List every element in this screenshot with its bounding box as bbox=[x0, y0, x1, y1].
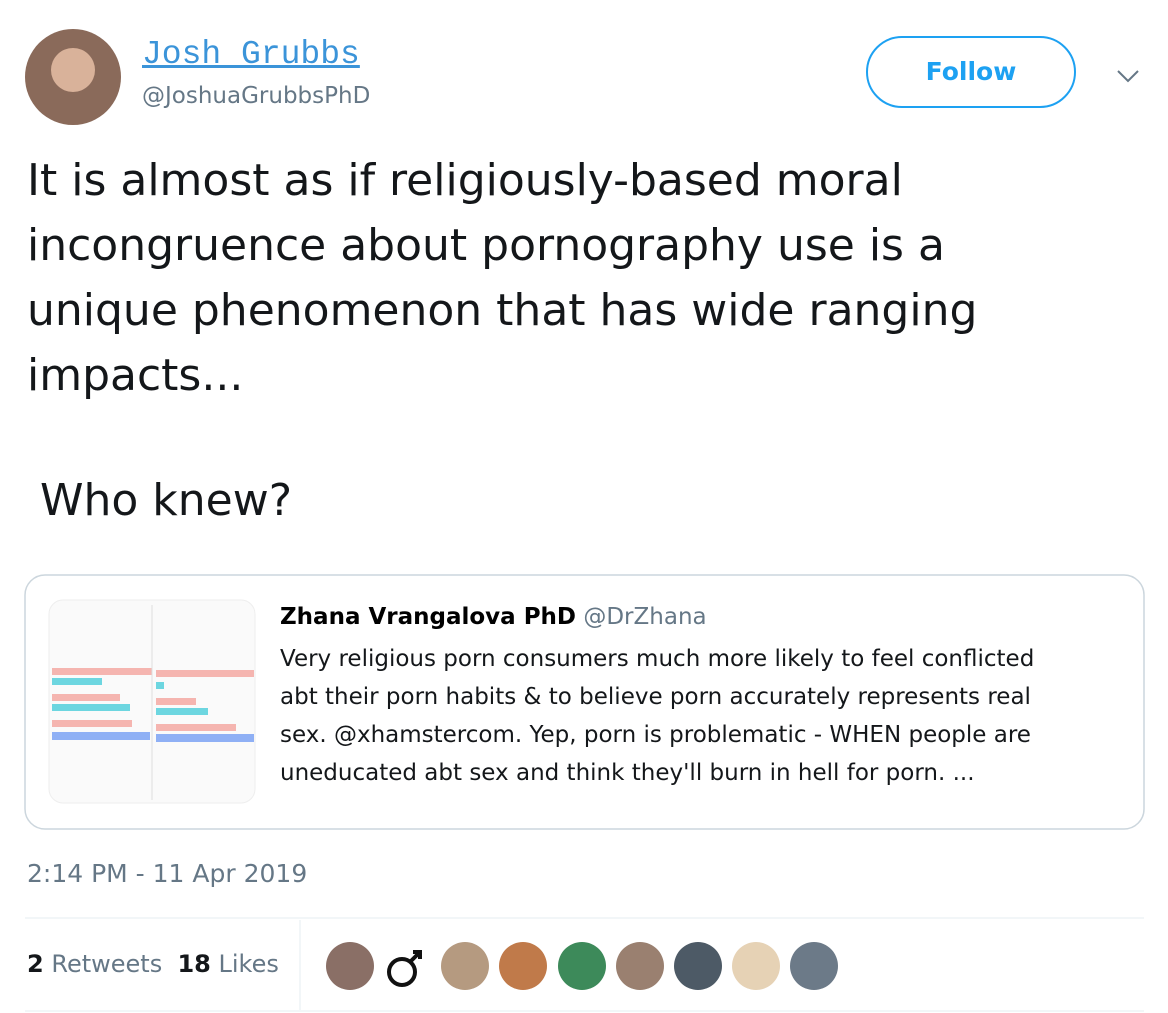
thumbnail-bars bbox=[52, 605, 254, 800]
quote-name: Zhana Vrangalova PhD bbox=[280, 604, 577, 630]
quote-line: sex. @xhamstercom. Yep, porn is problema… bbox=[280, 722, 1031, 748]
quote-line: uneducated abt sex and think they'll bur… bbox=[280, 760, 975, 786]
retweet-count[interactable]: 2 bbox=[27, 950, 44, 978]
tweet-line: unique phenomenon that has wide ranging bbox=[27, 285, 978, 336]
menu-chevron[interactable] bbox=[1117, 70, 1139, 83]
author-name[interactable]: Josh Grubbs bbox=[142, 36, 360, 73]
quote-box[interactable] bbox=[24, 574, 1145, 830]
timestamp[interactable]: 2:14 PM - 11 Apr 2019 bbox=[27, 859, 308, 888]
like-label[interactable]: Likes bbox=[218, 950, 279, 978]
avatar-face bbox=[51, 48, 95, 92]
stats: 2 Retweets 18 Likes bbox=[27, 950, 279, 978]
like-count[interactable]: 18 bbox=[177, 950, 211, 978]
quote-handle: @DrZhana bbox=[583, 604, 707, 630]
tweet-line: impacts... bbox=[27, 350, 244, 401]
follow-label[interactable]: Follow bbox=[925, 57, 1017, 86]
tweet-closing: Who knew? bbox=[40, 475, 293, 526]
quote-line: abt their porn habits & to believe porn … bbox=[280, 684, 1031, 710]
retweet-label[interactable]: Retweets bbox=[51, 950, 163, 978]
author-handle[interactable]: @JoshuaGrubbsPhD bbox=[142, 83, 371, 109]
liker-avatars[interactable] bbox=[326, 942, 838, 990]
quote-line: Very religious porn consumers much more … bbox=[280, 646, 1035, 672]
tweet-line: It is almost as if religiously-based mor… bbox=[27, 155, 903, 206]
tweet-line: incongruence about pornography use is a bbox=[27, 220, 945, 271]
follow-button[interactable] bbox=[866, 36, 1076, 108]
quote-author[interactable]: Zhana Vrangalova PhD @DrZhana bbox=[280, 604, 707, 630]
